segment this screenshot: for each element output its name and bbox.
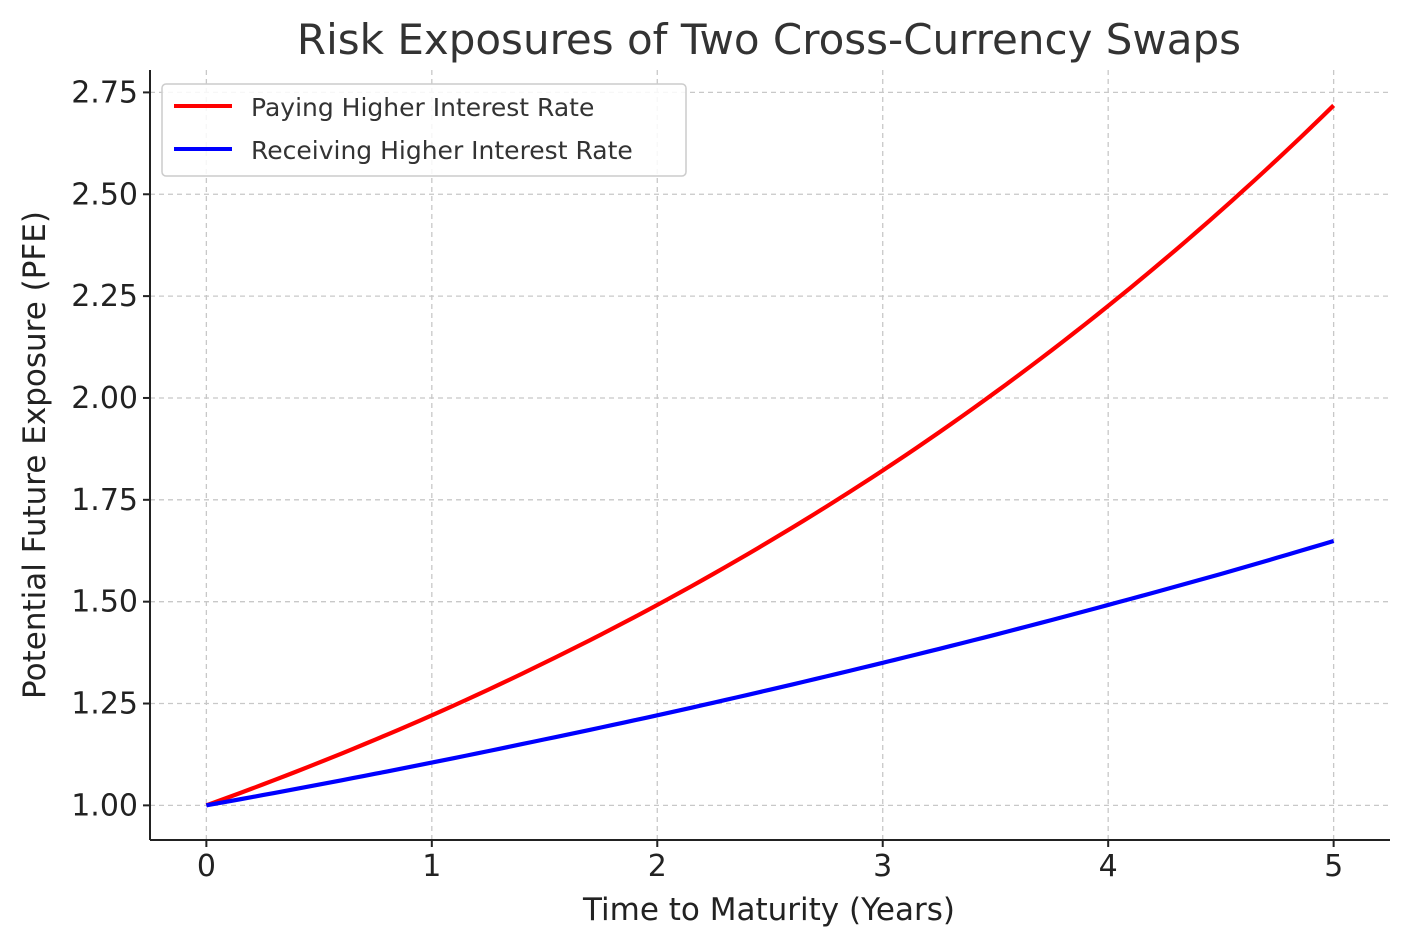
y-tick-label: 1.25: [71, 687, 138, 722]
x-tick-label: 5: [1324, 849, 1343, 884]
y-tick-label: 2.50: [71, 177, 138, 212]
x-tick-label: 0: [197, 849, 216, 884]
x-tick-label: 1: [422, 849, 441, 884]
x-tick-label: 3: [873, 849, 892, 884]
legend-label-paying: Paying Higher Interest Rate: [251, 93, 594, 122]
legend: Paying Higher Interest Rate Receiving Hi…: [161, 83, 687, 177]
x-tick-label: 4: [1099, 849, 1118, 884]
y-tick-label: 2.75: [71, 75, 138, 110]
grid: [150, 70, 1390, 840]
x-tick-label: 2: [648, 849, 667, 884]
y-axis-label: Potential Future Exposure (PFE): [17, 211, 53, 699]
chart-title: Risk Exposures of Two Cross-Currency Swa…: [297, 15, 1241, 64]
y-tick-label: 1.75: [71, 483, 138, 518]
axes-spines: [149, 70, 1390, 841]
y-tick-label: 1.50: [71, 585, 138, 620]
y-tick-label: 2.25: [71, 279, 138, 314]
series-line-paying-higher-rate: [205, 103, 1336, 808]
legend-label-receiving: Receiving Higher Interest Rate: [251, 136, 633, 165]
series-line-receiving-higher-rate: [205, 538, 1335, 808]
legend-box: [161, 83, 687, 177]
ticks: 0 1 2 3 4 5 1.00 1.25 1.50 1.75 2.00 2.25 2.50 2.75: [71, 75, 1343, 884]
y-tick-label: 2.00: [71, 381, 138, 416]
x-axis-label: Time to Maturity (Years): [582, 892, 955, 928]
y-tick-label: 1.00: [71, 788, 138, 823]
series: [205, 103, 1336, 808]
